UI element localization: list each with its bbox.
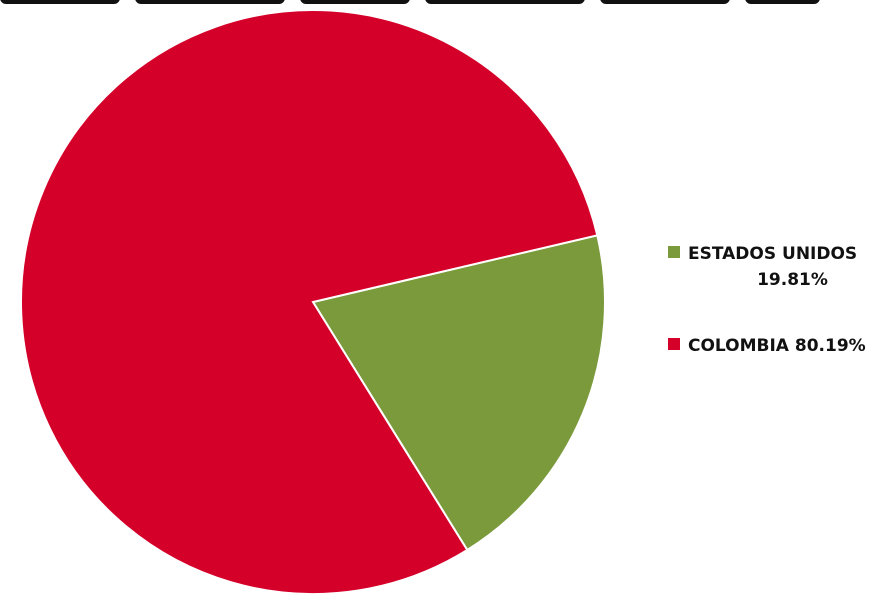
legend-item-estados-unidos: ESTADOS UNIDOS 19.81% <box>668 244 891 290</box>
pie-slice-colombia <box>20 9 599 595</box>
chart-title-cropped <box>0 0 891 10</box>
legend-value-colombia: 80.19% <box>794 336 866 356</box>
legend-swatch-colombia <box>668 338 680 350</box>
legend-label-estados-unidos: ESTADOS UNIDOS <box>688 244 858 264</box>
legend-label-colombia: COLOMBIA <box>688 336 789 356</box>
pie-slice-estados-unidos <box>311 234 606 552</box>
chart-legend: ESTADOS UNIDOS 19.81% COLOMBIA 80.19% <box>668 244 891 356</box>
legend-swatch-estados-unidos <box>668 246 680 258</box>
legend-item-colombia: COLOMBIA 80.19% <box>668 336 891 356</box>
legend-value-estados-unidos: 19.81% <box>757 270 828 290</box>
